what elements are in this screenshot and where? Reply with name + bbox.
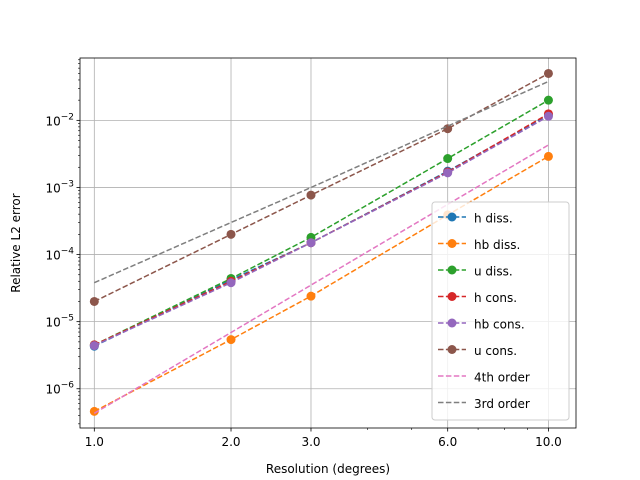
data-point bbox=[226, 278, 236, 288]
y-tick-label: 10−3 bbox=[45, 179, 74, 195]
legend-label: 3rd order bbox=[474, 397, 530, 411]
legend-label: 4th order bbox=[474, 371, 530, 385]
legend-label: hb diss. bbox=[474, 238, 520, 252]
y-tick-label: 10−2 bbox=[45, 112, 74, 128]
series-line bbox=[93, 80, 549, 284]
data-point bbox=[543, 95, 553, 105]
data-point bbox=[443, 124, 453, 134]
legend-marker bbox=[447, 239, 457, 248]
legend-item-4th-order: 4th order bbox=[438, 371, 530, 385]
data-point bbox=[543, 68, 553, 78]
legend-marker bbox=[447, 265, 457, 275]
series-3rd-order bbox=[93, 80, 549, 284]
x-axis-label: Resolution (degrees) bbox=[266, 462, 390, 476]
legend-label: h cons. bbox=[474, 291, 517, 305]
data-point bbox=[226, 335, 236, 345]
legend: h diss. hb diss. u diss. h cons. hb cons. u c… bbox=[431, 201, 570, 421]
legend-item-u-diss: u diss. bbox=[438, 265, 513, 279]
legend-item-3rd-order: 3rd order bbox=[438, 397, 530, 411]
data-point bbox=[443, 154, 453, 164]
y-tick-label: 10−6 bbox=[45, 381, 74, 397]
legend-marker bbox=[447, 292, 457, 301]
data-point bbox=[306, 291, 316, 301]
data-point bbox=[306, 190, 316, 200]
legend-marker bbox=[447, 318, 457, 328]
series-group bbox=[89, 68, 553, 416]
series-line bbox=[93, 144, 549, 414]
legend-label: u cons. bbox=[474, 344, 517, 358]
data-point bbox=[89, 296, 99, 306]
legend-frame bbox=[431, 201, 570, 421]
y-tick-label: 10−5 bbox=[45, 314, 74, 330]
x-tick-label: 10.0 bbox=[535, 435, 562, 449]
y-axis-label: Relative L2 error bbox=[9, 193, 23, 292]
legend-item-hb-diss: hb diss. bbox=[438, 238, 520, 252]
series-hb-cons bbox=[89, 111, 553, 351]
data-point bbox=[89, 341, 99, 351]
data-point bbox=[543, 111, 553, 121]
data-point bbox=[543, 151, 553, 161]
legend-item-h-diss: h diss. bbox=[438, 212, 513, 226]
x-tick-label: 1.0 bbox=[85, 435, 104, 449]
axis-ticks: 1.0 2.0 3.0 6.0 10.0 10−6 10−5 10−4 10−3 10−2 bbox=[45, 59, 562, 449]
x-tick-label: 2.0 bbox=[221, 435, 240, 449]
data-point bbox=[89, 406, 99, 416]
legend-label: hb cons. bbox=[474, 318, 525, 332]
legend-marker bbox=[447, 212, 457, 222]
x-tick-label: 3.0 bbox=[301, 435, 320, 449]
data-point bbox=[226, 229, 236, 239]
legend-item-hb-cons: hb cons. bbox=[438, 318, 525, 332]
series-u-cons bbox=[89, 68, 553, 306]
data-point bbox=[443, 168, 453, 178]
legend-label: h diss. bbox=[474, 212, 513, 226]
y-tick-label: 10−4 bbox=[45, 247, 74, 263]
x-tick-label: 6.0 bbox=[438, 435, 457, 449]
legend-label: u diss. bbox=[474, 265, 513, 279]
legend-item-h-cons: h cons. bbox=[438, 291, 517, 305]
legend-marker bbox=[447, 345, 457, 354]
series-4th-order bbox=[93, 144, 549, 414]
legend-item-u-cons: u cons. bbox=[438, 344, 517, 358]
plot-area-frame bbox=[79, 57, 577, 429]
data-point bbox=[306, 238, 316, 248]
